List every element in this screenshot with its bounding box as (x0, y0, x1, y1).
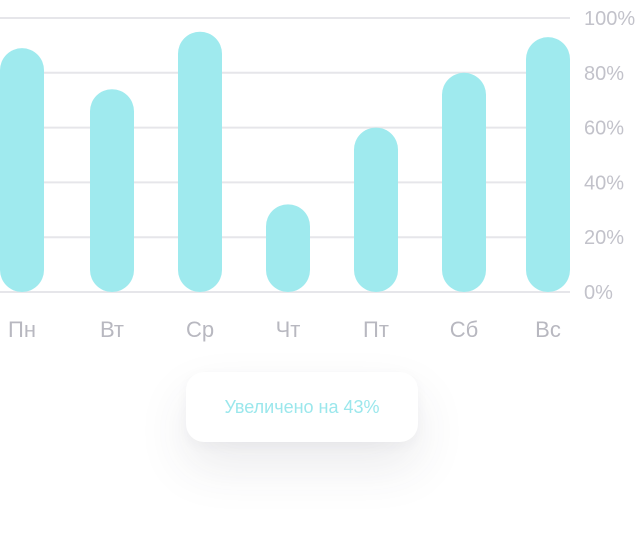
y-tick-label: 0% (584, 282, 613, 304)
x-tick-label: Сб (450, 317, 479, 342)
x-axis-ticks: Пн Вт Ср Чт Пт Сб Вс (8, 317, 561, 342)
x-tick-label: Чт (276, 317, 301, 342)
x-tick-label: Вт (100, 317, 124, 342)
bar-5 (442, 72, 486, 292)
bar-4 (354, 127, 398, 292)
increase-badge-text: Увеличено на 43% (224, 396, 380, 417)
y-tick-label: 80% (584, 63, 624, 85)
increase-badge: Увеличено на 43% (186, 372, 418, 442)
x-tick-label: Ср (186, 317, 214, 342)
y-axis-ticks: 0% 20% 40% 60% 80% 100% (584, 8, 635, 304)
bar-3 (266, 204, 310, 292)
bar-1 (90, 89, 134, 293)
bar-6 (526, 37, 570, 293)
y-tick-label: 40% (584, 172, 624, 194)
bars (0, 31, 570, 293)
x-tick-label: Пн (8, 317, 36, 342)
bar-chart: 0% 20% 40% 60% 80% 100% Пн Вт Ср Чт Пт Сб Вс (0, 8, 635, 342)
x-tick-label: Вс (535, 317, 561, 342)
x-tick-label: Пт (363, 317, 389, 342)
bar-2 (178, 31, 222, 292)
y-tick-label: 100% (584, 8, 635, 30)
bar-0 (0, 48, 44, 292)
y-tick-label: 20% (584, 227, 624, 249)
y-tick-label: 60% (584, 118, 624, 140)
